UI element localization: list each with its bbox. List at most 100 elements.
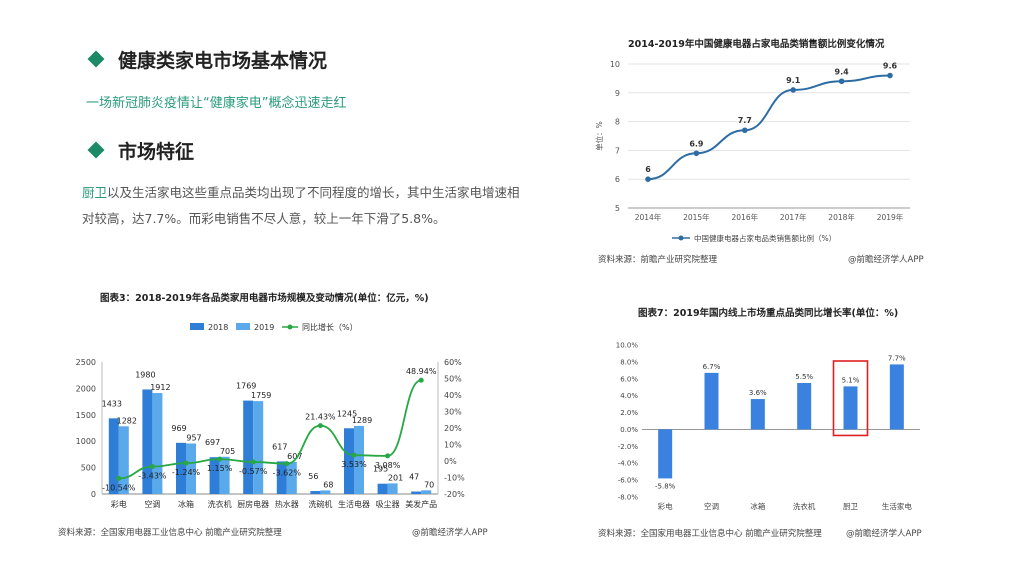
chart2-bar-label: 195 [373,465,388,474]
chart3-bar-label: -5.8% [655,482,676,490]
chart1-data-label: 7.7 [738,116,752,125]
chart3-bar-label: 6.7% [703,363,721,371]
chart2-growth-label: -3.62% [273,469,302,478]
chart3-bar [750,399,765,430]
chart2-growth-label: -1.24% [172,468,201,477]
chart2-bar-label: 697 [205,438,220,447]
chart2-growth-point [317,423,323,429]
chart2-bar-2019 [354,425,364,494]
chart2-growth-line [118,379,422,480]
chart2-bar-2019 [118,426,129,494]
chart1-y-tick-label: 8 [615,118,620,127]
chart2-growth-point [418,377,424,383]
chart1-data-point [790,87,796,93]
chart2-x-tick-label: 美发产品 [405,499,437,509]
chart2-y2-tick-label: 0% [444,457,457,466]
chart1-data-point [838,78,845,85]
chart3-bar [843,386,858,430]
chart3-bar-label: 7.7% [888,354,906,362]
chart2-x-tick-label: 生活电器 [338,499,370,509]
page-subtitle: 一场新冠肺炎疫情让“健康家电”概念迅速走红 [86,96,347,111]
chart1-y-axis-label: 单位：% [594,121,604,151]
chart1-x-tick-label: 2017年 [780,212,807,222]
chart2-x-tick-label: 吸尘器 [376,499,400,509]
chart2-bar-2019 [286,461,297,494]
chart1-y-tick-label: 9 [615,89,620,98]
chart1-data-label: 9.1 [786,76,801,85]
chart2-bar-label: 1759 [251,391,271,400]
chart2-bar-2018 [243,400,254,494]
chart1-data-point [742,127,748,134]
title-bullet-icon [87,50,105,68]
chart2-y2-tick-label: -10% [444,474,465,483]
chart1-title: 2014-2019年中国健康电器占家电品类销售额比例变化情况 [628,39,885,50]
chart2-legend-label: 2018 [208,323,228,332]
chart2-bar-label: 1282 [117,416,137,425]
chart1-legend-label: 中国健康电器占家电品类销售额比例（%） [694,233,836,243]
chart1-data-point [693,150,700,157]
chart2-bar-label: 70 [424,480,434,489]
chart3-x-tick-label: 厨卫 [843,502,858,511]
chart2-bar-2018 [310,491,321,494]
chart2-bar-label: 56 [308,472,318,481]
chart2-bar-label: 705 [220,447,235,456]
chart2-y-tick-label: 1500 [76,411,96,420]
chart2-legend-marker [287,324,293,330]
chart2-y2-tick-label: 40% [444,391,462,400]
chart2-y2-tick-label: 50% [444,375,462,384]
chart2-legend-label: 2019 [254,323,274,332]
chart2-bar-2019 [421,490,432,494]
chart3-source: 资料来源：全国家用电器工业信息中心 前瞻产业研究院整理 [598,529,822,539]
chart2-y-tick-label: 500 [81,464,96,473]
chart2-bar-2018 [411,491,422,494]
chart3-y-tick-label: 0.0% [620,426,638,434]
chart1-x-tick-label: 2015年 [683,212,710,222]
chart3-y-tick-label: -4.0% [618,460,639,468]
chart2-y-tick-label: 2000 [76,384,96,393]
chart2-bar-label: 1769 [236,382,256,391]
body-highlight: 厨卫 [82,185,108,200]
chart2-bar-label: 969 [171,424,186,433]
chart2-bar-label: 1912 [150,383,170,392]
chart1-data-point [645,176,651,182]
chart2-growth-label: 3.53% [341,460,367,469]
chart3-x-tick-label: 彩电 [658,501,673,511]
chart2-growth-point [351,452,357,458]
chart2-growth-point [183,460,189,466]
chart2-y2-tick-label: -20% [444,490,465,499]
chart3-x-tick-label: 空调 [704,501,719,511]
chart2-title: 图表3：2018-2019年各品类家用电器市场规模及变动情况(单位：亿元，%) [100,293,429,304]
chart2-bar-label: 47 [409,473,419,482]
chart1-x-tick-label: 2019年 [877,212,904,222]
chart2-x-tick-label: 冰箱 [178,499,194,509]
chart1-y-tick-label: 7 [615,146,620,155]
chart2-growth-label: 21.43% [305,413,336,422]
chart3-brand: @前瞻经济学人APP [846,529,922,539]
chart2-bar-label: 1289 [352,416,372,425]
chart3-svg: -8.0% -6.0% -4.0% -2.0% 0.0% 2.0% 4.0% 6.0% 8.0%… [616,342,920,511]
chart2-x-tick-label: 空调 [144,499,160,509]
chart3-bar [797,383,812,430]
chart2-bar-2018 [176,442,186,494]
body-text: 以及生活家电这些重点品类均出现了不同程度的增长，其中生活家电增速相对较高，达7.… [82,185,520,226]
page-title: 健康类家电市场基本情况 [118,50,328,72]
chart2-growth-label: 48.94% [406,367,437,376]
chart2-growth-point [250,459,256,465]
chart2-legend-label: 同比增长（%） [302,322,358,332]
chart2-svg: 0 500 1000 1500 2000 2500 -20% -10% 0% 10% 20% 30% 4… [76,322,465,509]
chart1-x-tick-label: 2018年 [828,212,855,222]
chart1-data-label: 6 [645,165,651,174]
chart3-title: 图表7：2019年国内线上市场重点品类同比增长率(单位：%) [638,308,899,319]
chart2-growth-point [217,456,223,462]
chart2-bar-2019 [320,490,331,494]
chart3-x-tick-label: 洗衣机 [793,501,816,511]
chart2-legend-swatch-2019 [236,323,250,330]
chart2-bar-label: 1245 [337,409,357,418]
chart2-bar-2019 [219,456,230,494]
chart3-highlight-box [832,360,869,437]
chart2-bar-2018 [142,389,153,494]
chart3-y-tick-label: -2.0% [618,443,639,451]
chart1-svg: 5 6 7 8 9 10 单位：% 2014年 2015年 2016年 2017年 2018年 2019… [594,60,910,243]
chart2-growth-point [149,464,155,470]
chart2-x-tick-label: 热水器 [275,499,299,509]
